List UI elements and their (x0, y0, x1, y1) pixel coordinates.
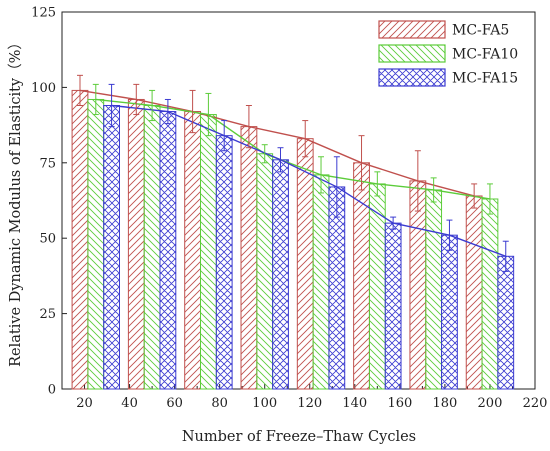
legend-item-mc-fa15: MC-FA15 (378, 68, 518, 87)
error-bar-mc-fa10 (205, 92, 212, 137)
bar-mc-fa5 (240, 126, 258, 390)
error-bar-mc-fa15 (502, 240, 509, 272)
bar-mc-fa10 (481, 198, 499, 390)
error-bar-mc-fa5 (302, 120, 309, 158)
legend-swatch (378, 44, 446, 63)
x-axis-ticks: 20 40 60 80 100 120 140 160 180 200 220 (61, 384, 548, 411)
bar-mc-fa15 (441, 234, 458, 390)
error-bar-mc-fa5 (133, 83, 140, 116)
bar-mc-fa5 (409, 180, 427, 390)
bar-mc-fa15 (497, 255, 515, 390)
x-tick-label: 20 (76, 396, 93, 411)
legend-label: MC-FA15 (452, 71, 518, 87)
y-tick-label: 100 (31, 81, 56, 96)
x-tick-label: 80 (211, 396, 228, 411)
trend-line-mc-fa10 (95, 98, 491, 200)
x-tick-label: 200 (478, 396, 503, 411)
y-tick-label: 125 (31, 6, 56, 21)
bar-mc-fa10 (200, 114, 217, 390)
bar-mc-fa10 (143, 104, 161, 390)
y-axis-ticks: 0 25 50 75 100 125 (31, 6, 67, 398)
error-bar-mc-fa10 (149, 89, 156, 122)
error-bar-mc-fa10 (430, 177, 437, 203)
trend-line-mc-fa5 (79, 89, 475, 197)
bar-mc-fa15 (159, 111, 177, 390)
error-bar-mc-fa15 (333, 156, 340, 218)
bars-layer (71, 89, 515, 390)
bar-mc-fa15 (384, 222, 402, 390)
error-bar-mc-fa5 (245, 104, 252, 149)
x-tick-label: 100 (252, 396, 277, 411)
bar-mc-fa5 (296, 138, 314, 390)
y-axis-title: Relative Dynamic Modulus of Elasticity（%… (7, 35, 24, 367)
error-bar-mc-fa15 (108, 83, 115, 128)
trend-lines-layer (79, 89, 506, 257)
y-tick-label: 75 (39, 156, 56, 171)
legend-item-mc-fa10: MC-FA10 (378, 44, 518, 63)
bar-mc-fa10 (425, 189, 443, 390)
bar-mc-fa10 (87, 98, 105, 390)
error-bar-mc-fa15 (390, 216, 397, 230)
bar-mc-fa15 (103, 104, 120, 390)
error-bar-mc-fa5 (358, 135, 365, 191)
error-bar-mc-fa10 (486, 183, 493, 215)
legend-label: MC-FA10 (452, 47, 518, 63)
legend-label: MC-FA5 (452, 23, 509, 39)
error-bar-mc-fa15 (446, 219, 453, 251)
x-tick-label: 140 (342, 396, 367, 411)
y-tick-label: 25 (39, 307, 56, 322)
bar-mc-fa10 (312, 174, 330, 390)
bar-mc-fa10 (256, 153, 274, 390)
x-tick-label: 60 (166, 396, 183, 411)
bar-mc-fa15 (272, 159, 289, 390)
error-bar-mc-fa5 (189, 89, 196, 134)
error-bar-mc-fa5 (414, 150, 421, 212)
bar-mc-fa5 (465, 195, 483, 390)
error-bar-mc-fa10 (374, 171, 381, 197)
bar-mc-fa5 (184, 111, 202, 390)
x-tick-label: 220 (523, 396, 548, 411)
trend-line-mc-fa15 (111, 104, 506, 257)
error-bar-mc-fa5 (76, 74, 83, 106)
x-tick-label: 180 (432, 396, 457, 411)
error-bar-mc-fa5 (471, 183, 478, 209)
legend-swatch (378, 20, 446, 39)
y-tick-label: 0 (48, 383, 56, 398)
error-bar-mc-fa15 (221, 120, 228, 152)
error-bar-mc-fa10 (318, 156, 325, 194)
bar-mc-fa5 (71, 89, 89, 390)
x-tick-label: 160 (387, 396, 412, 411)
bar-mc-fa15 (215, 135, 233, 390)
bar-mc-fa5 (353, 162, 370, 390)
x-axis-title: Number of Freeze–Thaw Cycles (182, 429, 416, 445)
y-tick-label: 50 (39, 232, 56, 247)
error-bar-mc-fa10 (261, 144, 268, 164)
x-tick-label: 120 (297, 396, 322, 411)
error-bar-mc-fa15 (164, 98, 171, 125)
legend: MC-FA5 MC-FA10 MC-FA15 (378, 20, 518, 87)
error-bar-mc-fa10 (92, 83, 99, 116)
legend-item-mc-fa5: MC-FA5 (378, 20, 509, 39)
bar-mc-fa5 (127, 98, 145, 390)
legend-swatch (378, 68, 446, 87)
x-tick-label: 40 (121, 396, 138, 411)
bar-mc-fa10 (368, 183, 386, 390)
error-bars-layer (76, 74, 509, 272)
error-bar-mc-fa15 (277, 147, 284, 173)
